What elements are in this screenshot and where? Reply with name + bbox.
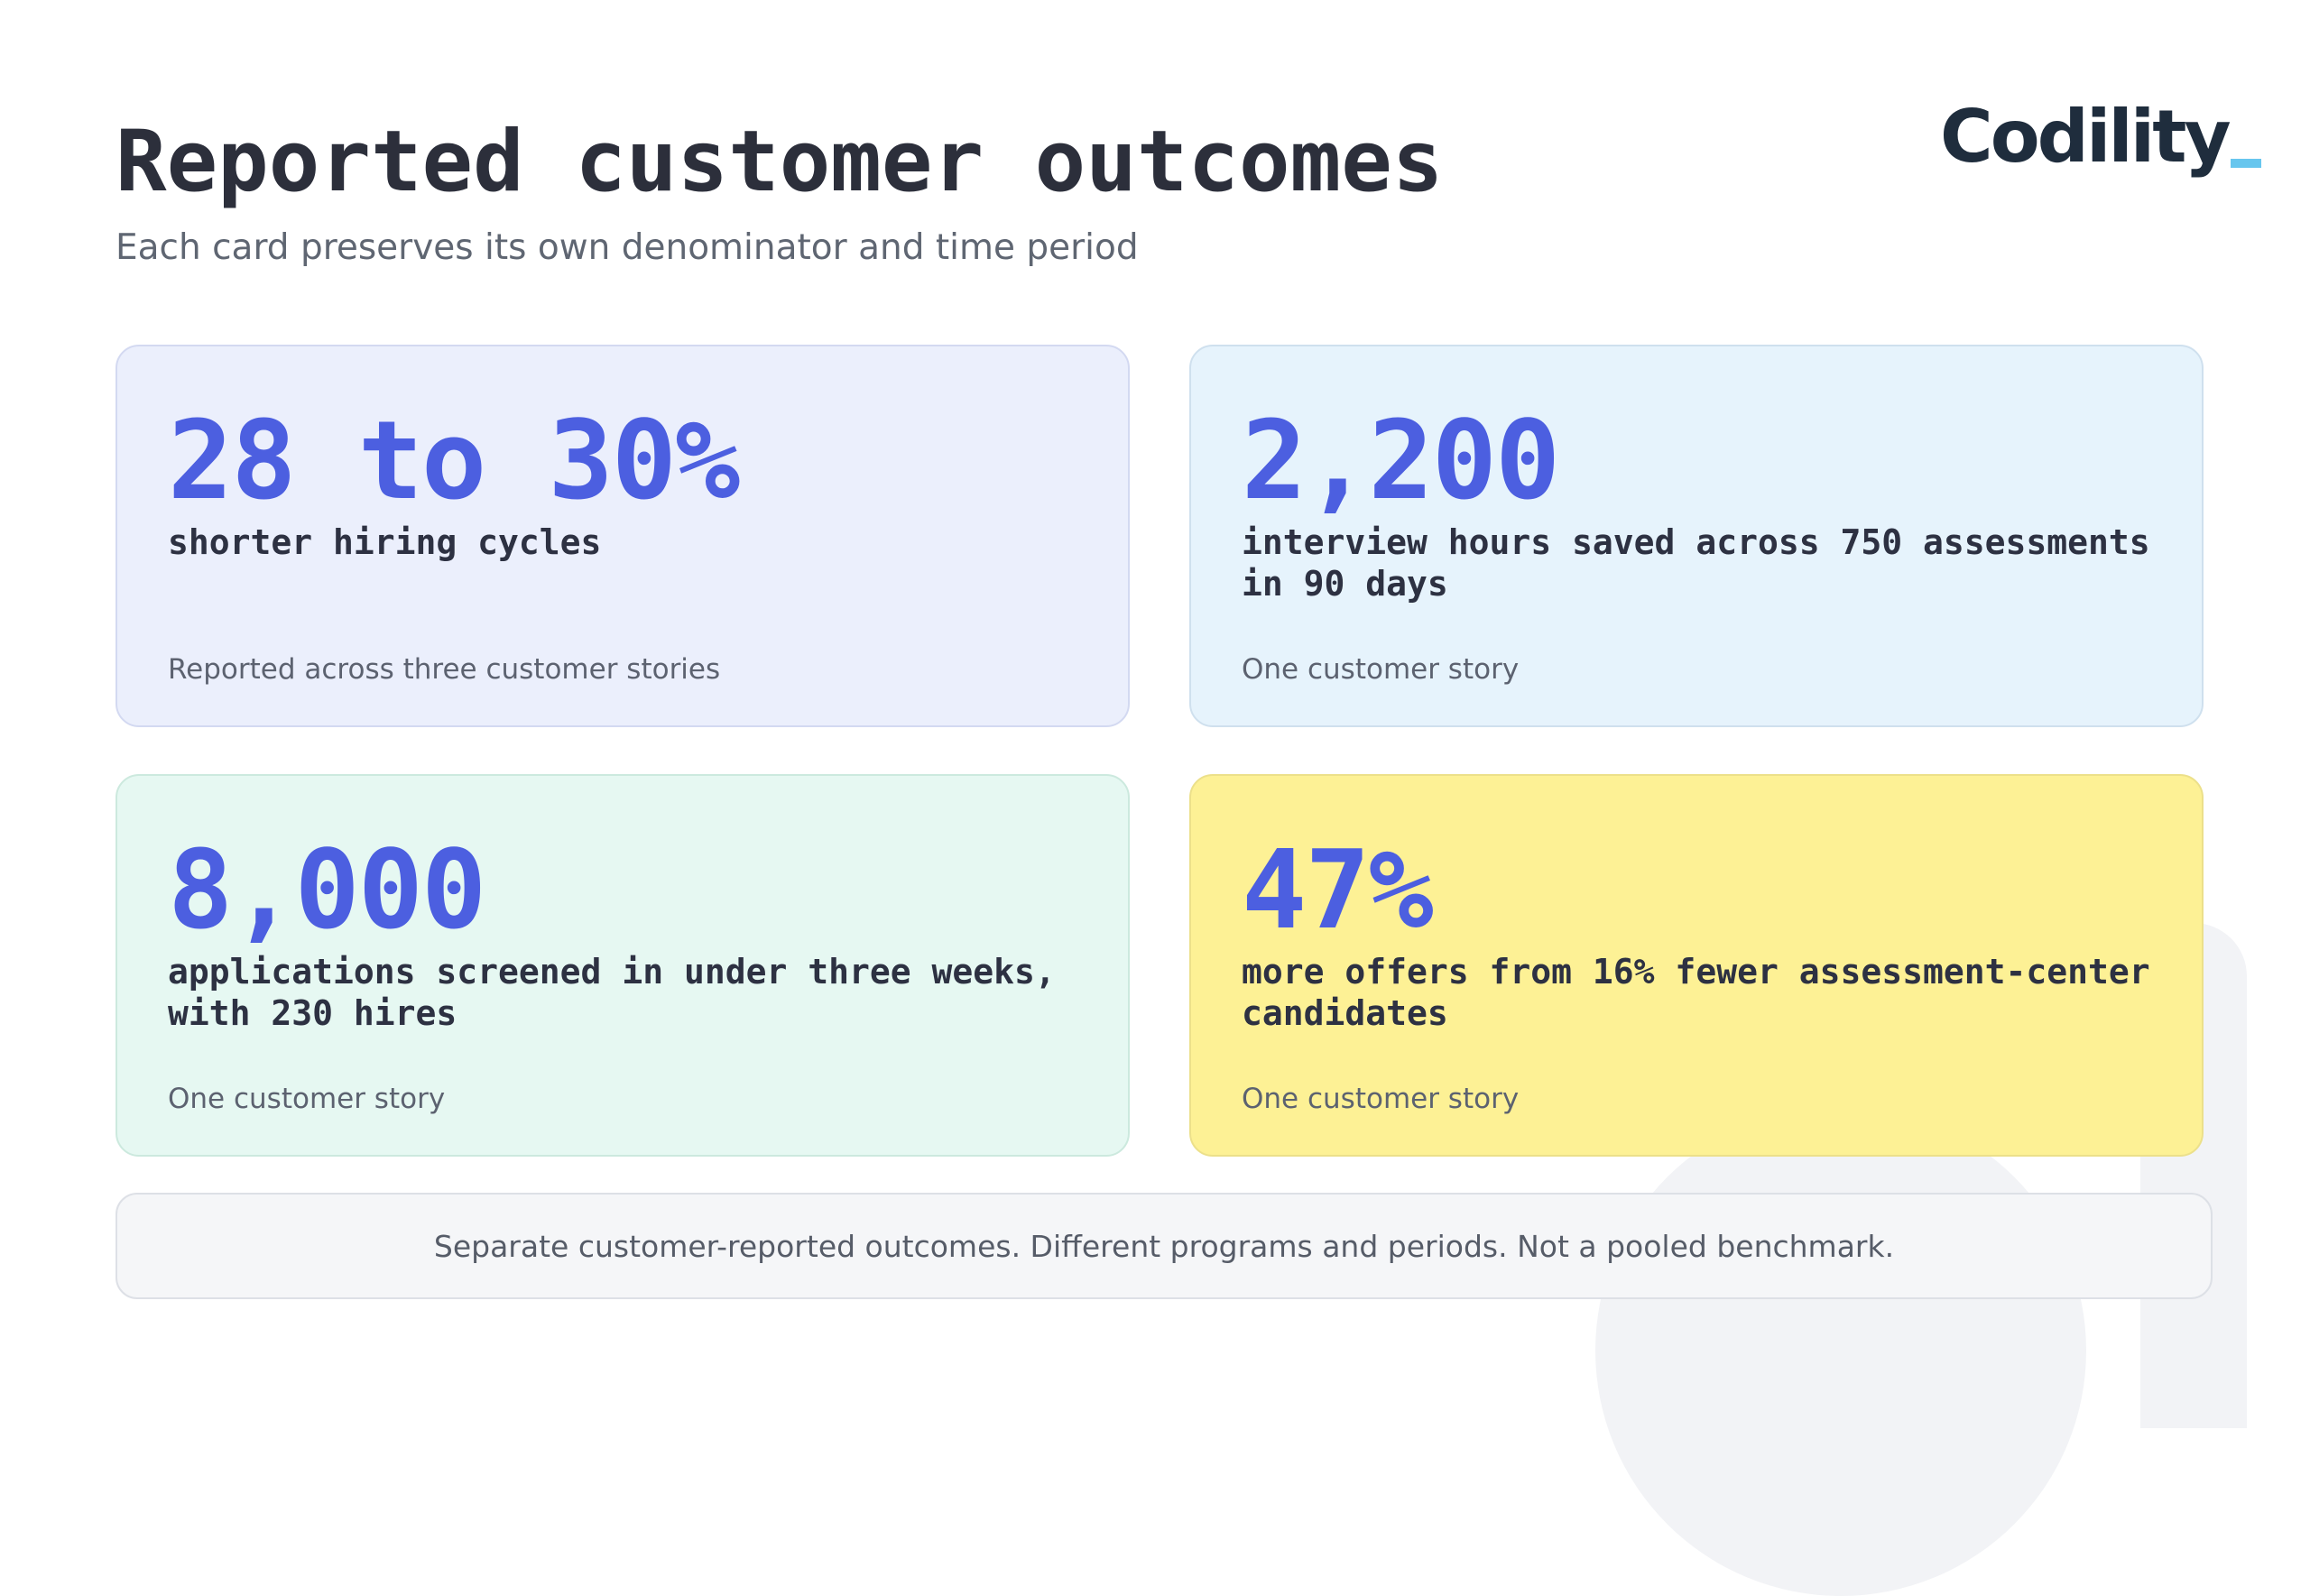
outcome-card-hiring-cycles: 28 to 30% shorter hiring cycles Reported… [116,345,1130,727]
card-description: interview hours saved across 750 assessm… [1242,522,2150,604]
card-metric: 8,000 [168,828,486,954]
page-title: Reported customer outcomes [116,113,1444,211]
card-metric: 47% [1242,828,1434,954]
card-description: shorter hiring cycles [168,522,602,562]
card-source: One customer story [1242,653,1520,686]
card-metric: 2,200 [1242,399,1560,524]
card-metric: 28 to 30% [168,399,740,524]
outcome-card-interview-hours: 2,200 interview hours saved across 750 a… [1189,345,2204,727]
card-description: more offers from 16% fewer assessment-ce… [1242,952,2150,1033]
outcome-card-applications-screened: 8,000 applications screened in under thr… [116,774,1130,1157]
card-source: One customer story [168,1083,446,1115]
codility-logo: Codility [1940,87,2261,173]
card-source: One customer story [1242,1083,1520,1115]
logo-underscore-mark [2230,159,2261,168]
outcome-card-more-offers: 47% more offers from 16% fewer assessmen… [1189,774,2204,1157]
logo-text: Codility [1940,95,2231,179]
page-subtitle: Each card preserves its own denominator … [116,227,1139,268]
disclaimer-banner: Separate customer-reported outcomes. Dif… [116,1193,2213,1299]
disclaimer-text: Separate customer-reported outcomes. Dif… [433,1228,1895,1264]
card-description: applications screened in under three wee… [168,952,1056,1033]
card-source: Reported across three customer stories [168,653,721,686]
background-arch-shape [1595,1105,2086,1596]
